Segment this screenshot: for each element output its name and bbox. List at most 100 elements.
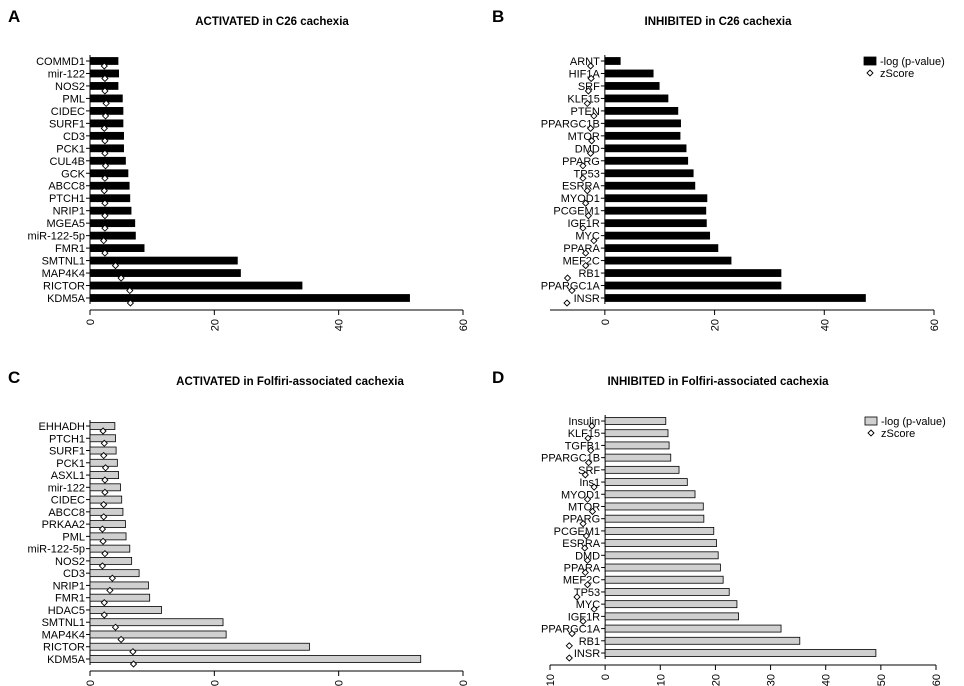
category-label: COMMD1 [36, 56, 85, 68]
zscore-marker [100, 124, 108, 133]
bar [89, 520, 126, 529]
legend-label: -log (p-value) [881, 416, 946, 428]
x-tick-label: 0 [85, 319, 97, 325]
category-label: Insulin [568, 416, 600, 428]
bar [89, 581, 149, 590]
zscore-marker [101, 74, 109, 83]
category-label: PRKAA2 [42, 519, 85, 531]
category-label: ESRRA [562, 538, 601, 550]
zscore-marker [117, 635, 125, 644]
category-label: KLF15 [567, 93, 599, 105]
category-label: KDM5A [47, 654, 86, 666]
zscore-marker [586, 124, 595, 133]
category-label: MAP4K4 [42, 629, 85, 641]
zscore-marker [582, 261, 590, 270]
bar [604, 231, 711, 240]
zscore-marker [579, 520, 587, 528]
zscore-marker [101, 476, 109, 484]
category-label: PPARGC1B [541, 118, 600, 130]
bar [89, 655, 422, 663]
zscore-marker [586, 149, 595, 157]
zscore-marker [590, 112, 598, 120]
zscore-marker [581, 471, 589, 479]
category-label: PML [62, 531, 85, 543]
category-label: PML [62, 93, 85, 105]
x-tick-label: 20 [209, 319, 221, 331]
bar [604, 206, 707, 215]
bar [89, 569, 140, 578]
zscore-marker [111, 623, 120, 631]
bar [604, 429, 669, 438]
category-label: MYOD1 [561, 489, 600, 501]
zscore-marker [588, 422, 596, 430]
category-label: SRF [578, 81, 600, 93]
zscore-marker [584, 212, 593, 220]
bar [89, 219, 136, 228]
zscore-marker [581, 568, 589, 577]
bar [604, 588, 730, 596]
bar [604, 539, 717, 548]
zscore-marker [106, 586, 114, 595]
category-label: IGF1R [568, 611, 600, 623]
zscore-marker [579, 162, 587, 170]
panel-b: B INHIBITED in C26 cachexia 0 20 40 60 ARNTHIF… [492, 7, 945, 331]
category-label: miR-122-5p [28, 231, 85, 243]
category-label: NOS2 [55, 81, 85, 93]
category-label: PCGEM1 [553, 206, 599, 218]
zscore-marker [588, 507, 597, 516]
bar [604, 269, 782, 277]
category-label: NRIP1 [53, 206, 85, 218]
bar [89, 642, 310, 651]
x-tick-label: 40 [821, 674, 833, 686]
zscore-marker [563, 274, 572, 282]
category-label: PCGEM1 [554, 526, 600, 538]
category-label: KDM5A [47, 293, 86, 305]
category-label: HIF1A [569, 68, 601, 80]
category-label: ASXL1 [51, 470, 85, 482]
category-label: HDAC5 [48, 605, 85, 617]
zscore-marker [582, 532, 591, 540]
bar [89, 131, 124, 140]
zscore-marker [101, 249, 109, 257]
zscore-marker [579, 224, 587, 232]
zscore-marker [563, 299, 571, 307]
bar [89, 294, 410, 302]
bar [604, 441, 670, 450]
bar [604, 417, 667, 425]
zscore-marker [582, 249, 590, 257]
zscore-marker [573, 593, 581, 601]
bar [604, 636, 801, 645]
category-label: SMTNL1 [42, 256, 85, 268]
zscore-marker [101, 212, 109, 220]
category-label: IGF1R [567, 218, 599, 230]
zscore-marker [100, 439, 108, 447]
legend-label: zScore [880, 68, 914, 80]
panel-title: INHIBITED in Folfiri-associated cachexia [607, 376, 829, 388]
x-tick-label: 60 [931, 674, 943, 686]
category-label: NRIP1 [53, 580, 85, 592]
bar [604, 194, 708, 203]
zscore-marker [584, 458, 593, 467]
bar [89, 256, 238, 265]
bar [89, 606, 162, 614]
zscore-marker [583, 495, 592, 503]
category-label: ARNT [570, 56, 600, 68]
category-label: SURF1 [49, 118, 85, 130]
legend: -log (p-value)zScore [864, 416, 946, 440]
category-label: miR-122-5p [28, 544, 85, 556]
bar [89, 181, 130, 190]
x-tick-label: 50 [876, 674, 888, 686]
zscore-marker [111, 261, 120, 270]
category-label: PPARG [562, 156, 600, 168]
zscore-marker [101, 464, 110, 472]
bar [604, 612, 739, 621]
x-tick-label: 10 [655, 674, 667, 686]
panel-title: ACTIVATED in C26 cachexia [195, 16, 349, 28]
bar [89, 630, 227, 639]
x-tick-label: 20 [710, 674, 722, 686]
zscore-marker [101, 549, 109, 558]
zscore-marker [565, 642, 573, 650]
zscore-marker [100, 500, 108, 509]
category-label: mir-122 [48, 68, 85, 80]
zscore-marker [126, 299, 135, 307]
